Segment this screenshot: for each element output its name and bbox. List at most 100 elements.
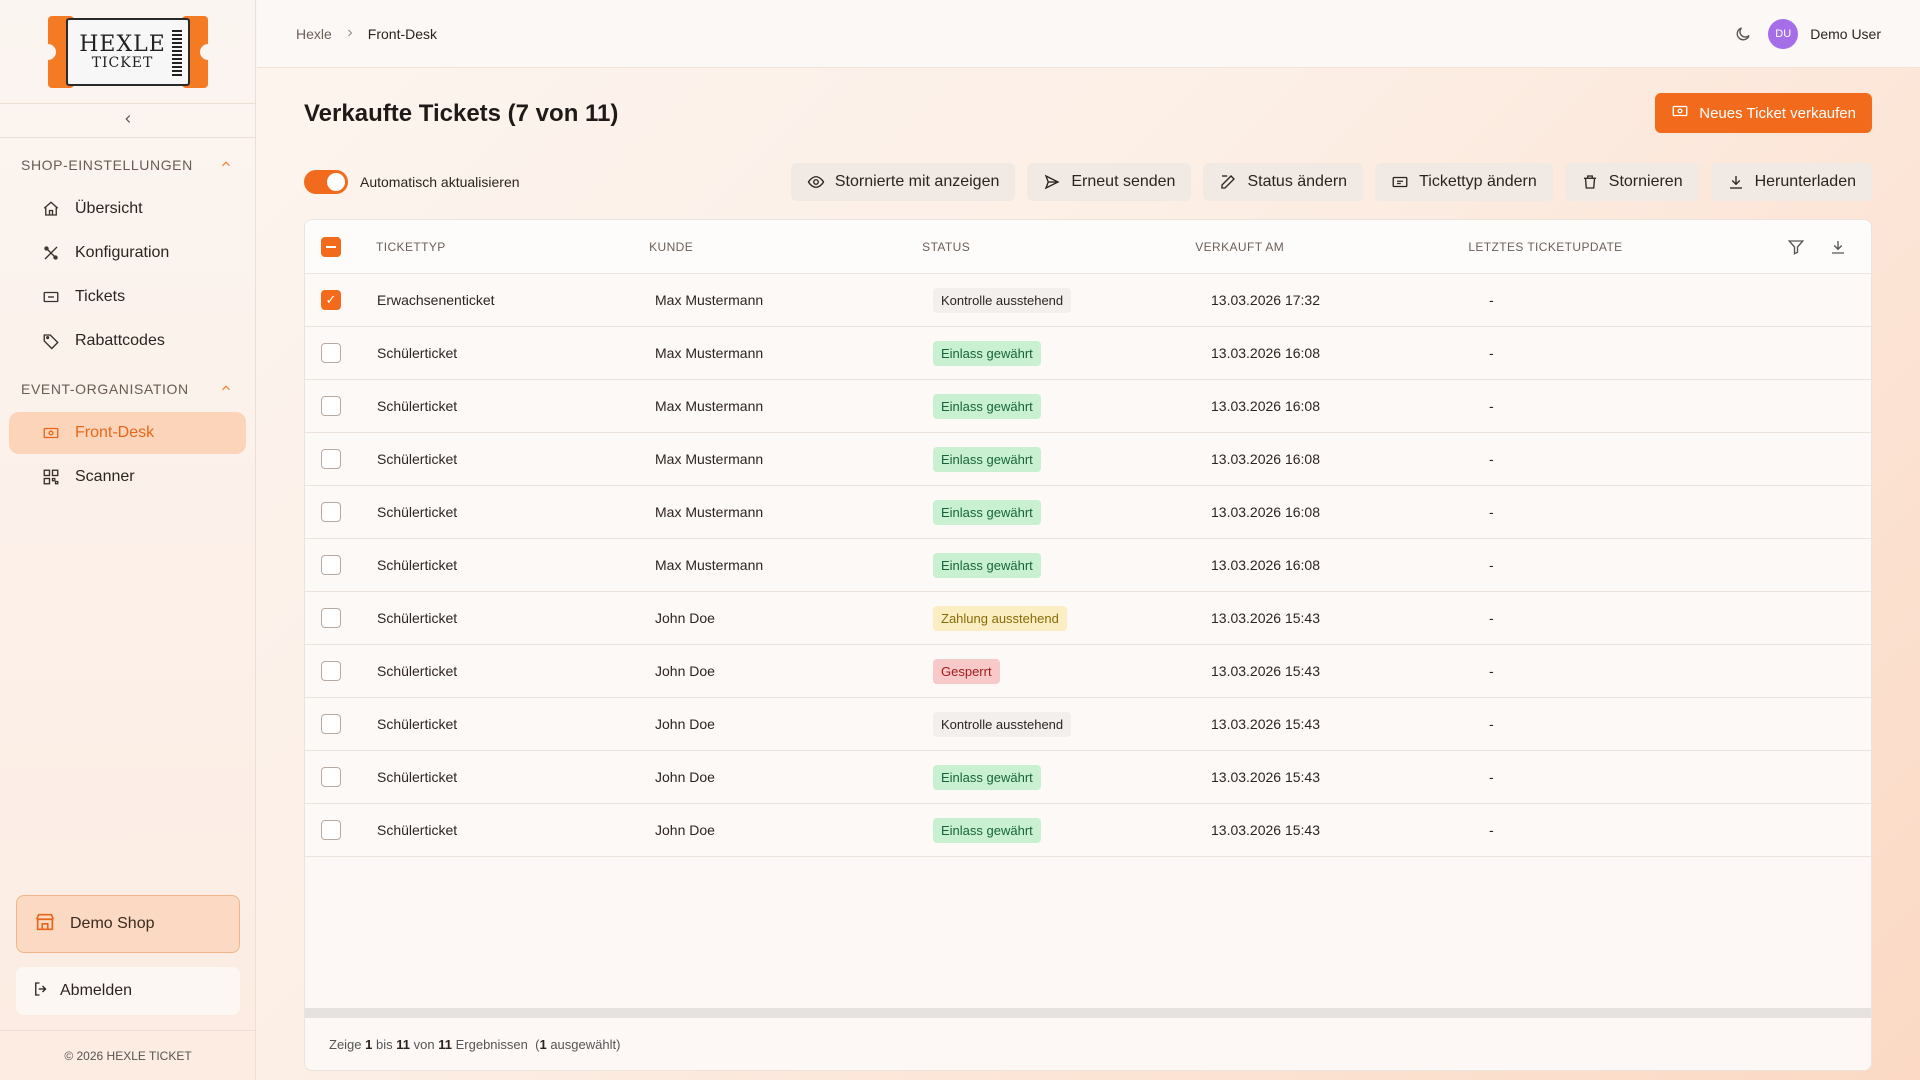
cell-kunde: Max Mustermann xyxy=(655,345,764,361)
cell-tickettyp: Schülerticket xyxy=(377,822,458,838)
change-tickettype-button[interactable]: Tickettyp ändern xyxy=(1375,163,1553,201)
cell-letztes-update: - xyxy=(1489,769,1494,785)
sidebar-item-uebersicht[interactable]: Übersicht xyxy=(9,188,246,230)
breadcrumb: Hexle Front-Desk xyxy=(296,26,437,42)
download-button[interactable]: Herunterladen xyxy=(1710,163,1872,201)
sidebar-footer: Demo Shop Abmelden © 2026 HEXLE TICKET xyxy=(0,895,256,1080)
table-row[interactable]: Schülerticket John Doe Kontrolle ausstehen… xyxy=(305,698,1871,751)
sidebar-item-front-desk[interactable]: Front-Desk xyxy=(9,412,246,454)
column-header-verkauft-am[interactable]: VERKAUFT AM xyxy=(1195,239,1285,254)
auto-refresh-toggle[interactable] xyxy=(304,170,348,194)
table-header: TICKETTYP KUNDE STATUS VERKAUFT AM LETZT… xyxy=(305,220,1871,274)
chevron-right-icon xyxy=(344,26,356,42)
cell-letztes-update: - xyxy=(1489,292,1494,308)
ticket-icon xyxy=(1671,102,1689,124)
row-checkbox[interactable] xyxy=(321,343,341,363)
user-name[interactable]: Demo User xyxy=(1810,25,1881,42)
select-all-checkbox[interactable] xyxy=(321,236,341,257)
send-icon xyxy=(1043,173,1061,191)
copyright: © 2026 HEXLE TICKET xyxy=(0,1030,256,1080)
cell-letztes-update: - xyxy=(1489,610,1494,626)
column-header-letztes-update[interactable]: LETZTES TICKETUPDATE xyxy=(1468,239,1623,254)
cell-letztes-update: - xyxy=(1489,398,1494,414)
row-checkbox[interactable] xyxy=(321,396,341,416)
table-row[interactable]: Schülerticket Max Mustermann Einlass gewäh… xyxy=(305,486,1871,539)
table-row[interactable]: Schülerticket Max Mustermann Einlass gewäh… xyxy=(305,433,1871,486)
filter-icon[interactable] xyxy=(1787,238,1805,256)
resend-button[interactable]: Erneut senden xyxy=(1027,163,1192,201)
row-checkbox[interactable] xyxy=(321,820,341,840)
row-checkbox[interactable] xyxy=(321,608,341,628)
table-body: ✓ Erwachsenenticket Max Mustermann Kontroll… xyxy=(305,274,1871,857)
row-checkbox[interactable] xyxy=(321,449,341,469)
column-header-tickettyp[interactable]: TICKETTYP xyxy=(376,239,446,254)
qr-icon xyxy=(41,467,61,487)
row-checkbox[interactable] xyxy=(321,555,341,575)
section-shop-einstellungen[interactable]: SHOP-EINSTELLUNGEN xyxy=(0,144,255,186)
download-icon xyxy=(1727,173,1745,191)
cell-kunde: John Doe xyxy=(655,663,715,679)
cell-kunde: John Doe xyxy=(655,610,715,626)
chevron-up-icon xyxy=(219,157,233,174)
row-checkbox[interactable] xyxy=(321,502,341,522)
cell-tickettyp: Schülerticket xyxy=(377,610,458,626)
cancel-ticket-button[interactable]: Stornieren xyxy=(1564,163,1699,201)
cell-tickettyp: Erwachsenenticket xyxy=(377,292,495,308)
collapse-sidebar-button[interactable] xyxy=(0,104,255,138)
sidebar: HEXLE TICKET SHOP-EINSTELLUNGEN Übersich… xyxy=(0,0,256,1080)
cell-letztes-update: - xyxy=(1489,451,1494,467)
cell-kunde: Max Mustermann xyxy=(655,557,764,573)
sidebar-item-konfiguration[interactable]: Konfiguration xyxy=(9,232,246,274)
cell-tickettyp: Schülerticket xyxy=(377,557,458,573)
row-checkbox[interactable]: ✓ xyxy=(321,290,341,310)
cell-tickettyp: Schülerticket xyxy=(377,716,458,732)
hexle-ticket-logo[interactable]: HEXLE TICKET xyxy=(39,15,216,88)
page-title: Verkaufte Tickets (7 von 11) xyxy=(304,100,619,127)
table-row[interactable]: Schülerticket John Doe Gesperrt 13.03.2026 … xyxy=(305,645,1871,698)
cell-verkauft-am: 13.03.2026 16:08 xyxy=(1211,451,1320,467)
new-ticket-button[interactable]: Neues Ticket verkaufen xyxy=(1655,93,1872,133)
change-status-button[interactable]: Status ändern xyxy=(1203,163,1364,201)
cell-verkauft-am: 13.03.2026 15:43 xyxy=(1211,663,1320,679)
column-header-status[interactable]: STATUS xyxy=(922,239,971,254)
cell-tickettyp: Schülerticket xyxy=(377,663,458,679)
topbar: Hexle Front-Desk DU Demo User xyxy=(257,0,1920,68)
cell-letztes-update: - xyxy=(1489,663,1494,679)
dark-mode-toggle-icon[interactable] xyxy=(1734,25,1752,43)
table-row[interactable]: Schülerticket Max Mustermann Einlass gewäh… xyxy=(305,327,1871,380)
table-row[interactable]: Schülerticket John Doe Einlass gewährt 13.0… xyxy=(305,804,1871,857)
table-row[interactable]: Schülerticket Max Mustermann Einlass gewäh… xyxy=(305,539,1871,592)
sidebar-item-tickets[interactable]: Tickets xyxy=(9,276,246,318)
frontdesk-icon xyxy=(41,423,61,443)
show-cancelled-button[interactable]: Stornierte mit anzeigen xyxy=(790,163,1016,201)
cell-letztes-update: - xyxy=(1489,557,1494,573)
logo-area: HEXLE TICKET xyxy=(0,0,255,104)
row-checkbox[interactable] xyxy=(321,767,341,787)
section-event-organisation[interactable]: EVENT-ORGANISATION xyxy=(0,368,255,410)
shop-switch-button[interactable]: Demo Shop xyxy=(16,895,240,953)
row-checkbox[interactable] xyxy=(321,661,341,681)
logout-button[interactable]: Abmelden xyxy=(16,967,240,1015)
cell-verkauft-am: 13.03.2026 16:08 xyxy=(1211,398,1320,414)
cell-letztes-update: - xyxy=(1489,504,1494,520)
export-icon[interactable] xyxy=(1829,238,1847,256)
cell-verkauft-am: 13.03.2026 15:43 xyxy=(1211,716,1320,732)
table-row[interactable]: Schülerticket John Doe Einlass gewährt 13.0… xyxy=(305,751,1871,804)
chevron-left-icon xyxy=(121,110,135,131)
status-badge: Zahlung ausstehend xyxy=(933,605,1067,631)
table-row[interactable]: Schülerticket John Doe Zahlung ausstehend 1… xyxy=(305,592,1871,645)
row-checkbox[interactable] xyxy=(321,714,341,734)
avatar[interactable]: DU xyxy=(1768,18,1799,49)
table-row[interactable]: ✓ Erwachsenenticket Max Mustermann Kontroll… xyxy=(305,274,1871,327)
cell-letztes-update: - xyxy=(1489,822,1494,838)
column-header-kunde[interactable]: KUNDE xyxy=(649,239,694,254)
tickets-table: TICKETTYP KUNDE STATUS VERKAUFT AM LETZT… xyxy=(304,219,1872,1071)
breadcrumb-hexle[interactable]: Hexle xyxy=(296,25,332,42)
cell-tickettyp: Schülerticket xyxy=(377,451,458,467)
sidebar-item-rabattcodes[interactable]: Rabattcodes xyxy=(9,320,246,362)
table-row[interactable]: Schülerticket Max Mustermann Einlass gewäh… xyxy=(305,380,1871,433)
sidebar-item-scanner[interactable]: Scanner xyxy=(9,456,246,498)
store-icon xyxy=(34,911,56,938)
cell-verkauft-am: 13.03.2026 17:32 xyxy=(1211,292,1320,308)
horizontal-scrollbar[interactable] xyxy=(305,1008,1871,1018)
